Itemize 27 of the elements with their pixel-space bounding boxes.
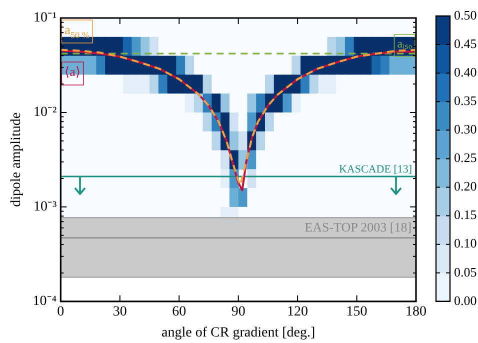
band-label: EAS-TOP 2003 [18] xyxy=(304,220,412,235)
y-tick-label: 10⁻⁴ xyxy=(32,294,57,310)
y-tick-label: 10⁻¹ xyxy=(33,10,57,26)
x-tick-label: 120 xyxy=(287,304,308,320)
x-tick-label: 30 xyxy=(112,304,127,320)
x-tick-label: 0 xyxy=(57,304,64,320)
ref-line-label: KASCADE [13] xyxy=(338,163,412,176)
x-tick-label: 90 xyxy=(231,304,246,320)
color-bar-label: 0.15 xyxy=(454,207,477,222)
x-tick-label: 60 xyxy=(172,304,186,320)
ref-line-label: aᵢₛₒ xyxy=(397,36,413,51)
color-bar-label: 0.40 xyxy=(454,64,477,80)
y-tick-label: 10⁻² xyxy=(33,105,57,120)
color-bar-label: 0.05 xyxy=(454,264,477,280)
color-bar-label: 0.25 xyxy=(454,150,477,166)
x-tick-label: 150 xyxy=(346,304,368,320)
x-axis-title: angle of CR gradient [deg.] xyxy=(162,325,316,340)
color-bar-label: 0.35 xyxy=(454,93,477,108)
y-tick-label: 10⁻³ xyxy=(33,200,57,215)
color-bar-label: 0.30 xyxy=(454,122,477,137)
color-bar-label: 0.00 xyxy=(454,292,477,308)
y-axis-title: dipole amplitude xyxy=(9,112,24,207)
color-bar-label: 0.20 xyxy=(454,178,477,194)
color-bar-label: 0.50 xyxy=(454,7,477,22)
color-bar-label: 0.10 xyxy=(454,236,477,251)
color-bar-label: 0.45 xyxy=(454,36,477,51)
x-tick-label: 180 xyxy=(406,304,426,320)
